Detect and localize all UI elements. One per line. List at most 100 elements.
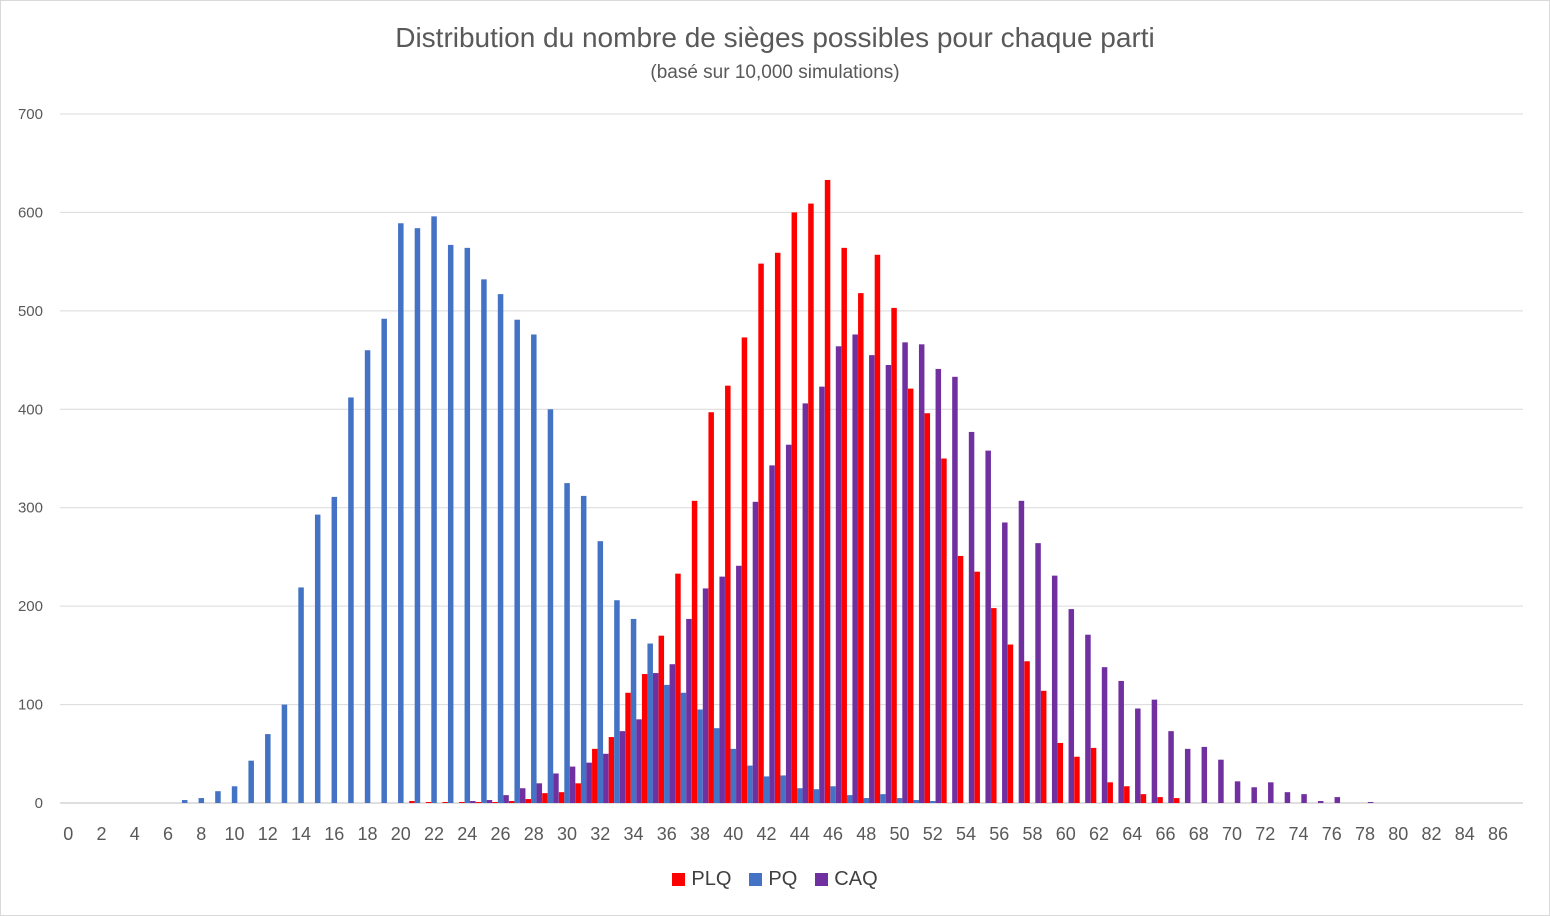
legend-item-pq[interactable]: PQ [749,868,797,891]
x-tick-label: 34 [624,824,644,844]
bar-pq [481,279,487,803]
y-tick-label: 100 [18,697,43,714]
x-tick-label: 8 [196,824,206,844]
x-tick-label: 4 [130,824,140,844]
bar-plq [508,801,515,803]
bar-plq [691,500,698,803]
legend-label-caq: CAQ [834,868,878,890]
x-tick-label: 40 [723,824,743,844]
x-tick-label: 84 [1455,824,1475,844]
bar-pq [331,496,338,803]
bar-caq [952,376,958,803]
bar-plq [558,792,565,803]
y-tick-label: 700 [18,106,43,123]
bar-pq [930,801,936,803]
bar-pq [697,709,703,803]
bar-pq [514,319,520,803]
bar-pq [464,247,471,803]
bar-caq [1135,708,1141,803]
bar-pq [265,734,271,803]
bar-caq [1367,802,1374,803]
bar-plq [991,608,997,803]
x-tick-label: 36 [657,824,677,844]
bar-caq [819,386,825,803]
bar-plq [425,802,432,803]
bar-pq [364,350,371,803]
bar-pq [181,800,188,803]
legend-swatch-pq [749,873,763,886]
x-tick-label: 32 [590,824,610,844]
bar-caq [1068,609,1075,803]
bar-caq [1035,543,1041,803]
legend-swatch-caq [815,873,829,886]
bar-plq [658,635,665,803]
bar-pq [231,786,238,803]
bar-caq [802,403,809,803]
bar-pq [564,483,570,803]
bar-caq [736,565,742,803]
x-tick-label: 72 [1255,824,1275,844]
bar-caq [719,576,725,803]
bar-plq [492,802,498,803]
bar-pq [664,684,670,803]
bar-pq [630,618,637,803]
bar-plq [1124,786,1130,803]
legend-label-pq: PQ [768,868,798,890]
bar-plq [924,413,931,803]
bar-caq [885,364,892,803]
bar-caq [968,431,975,803]
x-tick-label: 0 [63,824,73,844]
bar-caq [769,465,775,803]
bar-pq [497,294,504,803]
bar-plq [1173,798,1180,803]
bar-pq [215,791,221,803]
bar-caq [752,501,759,803]
bar-caq [686,618,692,803]
bar-plq [675,573,681,803]
bar-pq [880,794,886,803]
bar-caq [1002,522,1008,803]
bar-plq [741,337,748,803]
bar-plq [625,692,631,803]
bar-plq [858,293,864,803]
bar-caq [486,800,493,803]
x-tick-label: 64 [1122,824,1142,844]
x-tick-label: 44 [790,824,810,844]
bar-pq [431,216,437,803]
bar-pq [863,798,870,803]
x-tick-label: 20 [391,824,411,844]
bar-caq [669,664,676,803]
bar-pq [913,800,919,803]
bar-pq [896,798,903,803]
bar-pq [314,514,321,803]
x-tick-label: 42 [757,824,777,844]
bar-plq [808,203,814,803]
legend-item-caq[interactable]: CAQ [815,868,878,891]
x-tick-label: 2 [97,824,107,844]
bar-plq [459,802,465,803]
bar-caq [935,368,942,803]
chart-legend: PLQ PQ CAQ [0,868,1550,891]
bar-plq [841,247,847,803]
bar-plq [1140,794,1147,803]
bar-caq [1051,575,1058,803]
bar-caq [470,801,476,803]
bar-plq [1007,644,1014,803]
bar-caq [1168,731,1174,803]
bar-caq [519,788,526,803]
x-tick-label: 16 [324,824,344,844]
bar-pq [830,786,836,803]
x-tick-label: 86 [1488,824,1508,844]
bar-caq [835,346,842,803]
x-tick-label: 66 [1156,824,1176,844]
legend-item-plq[interactable]: PLQ [672,868,731,891]
bar-pq [198,798,205,803]
bar-plq [824,179,831,803]
bar-plq [941,458,947,803]
x-tick-label: 26 [491,824,511,844]
bar-plq [957,555,964,803]
bar-caq [1201,746,1208,803]
y-tick-label: 0 [35,795,43,812]
bar-pq [414,228,421,804]
